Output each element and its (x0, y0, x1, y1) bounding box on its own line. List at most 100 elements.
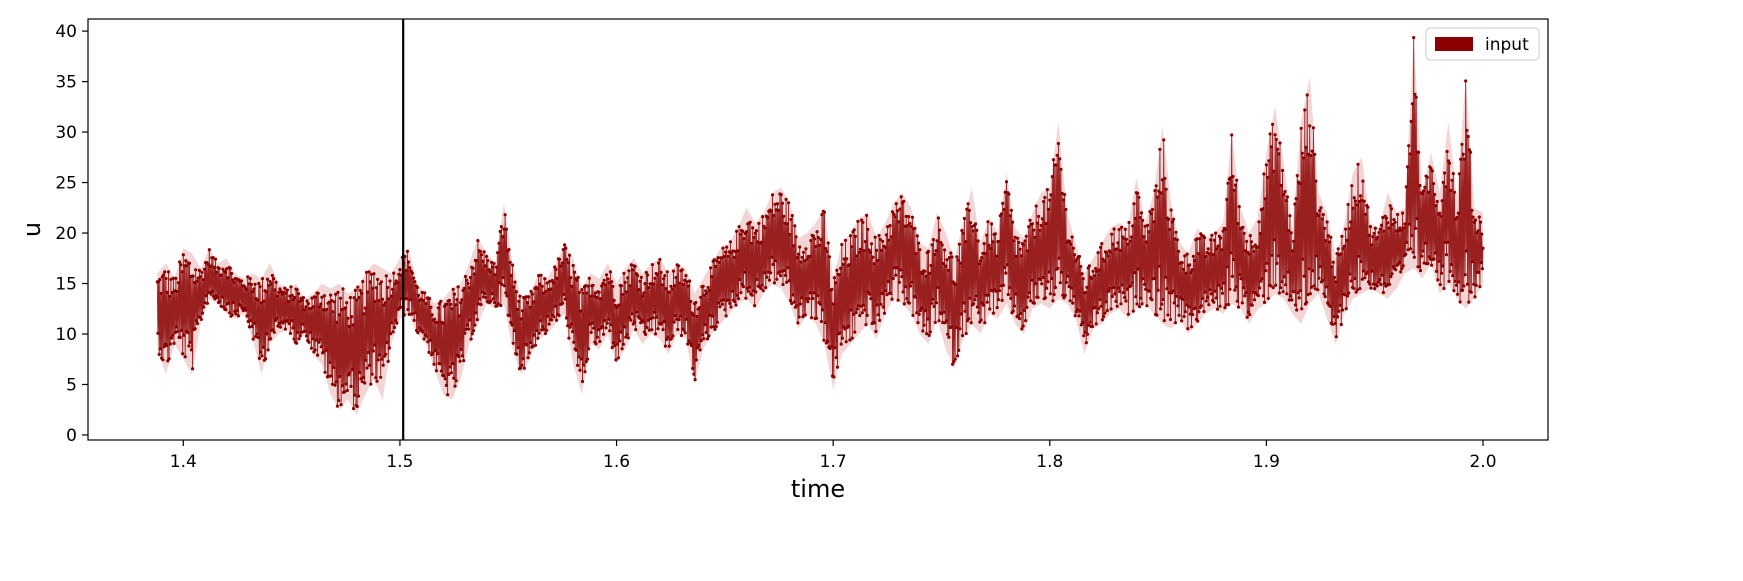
data-point (388, 279, 392, 283)
data-point (1044, 222, 1048, 226)
data-point (841, 262, 845, 267)
data-point (941, 261, 945, 266)
data-point (951, 362, 955, 366)
data-point (413, 280, 417, 284)
data-point (1090, 324, 1095, 329)
data-point (1461, 152, 1465, 156)
data-point (515, 352, 519, 356)
data-point (860, 311, 864, 315)
data-point (924, 274, 928, 278)
data-point (578, 368, 582, 372)
data-point (787, 201, 791, 205)
data-point (1080, 272, 1084, 276)
data-point (1097, 268, 1101, 272)
data-point (858, 247, 863, 251)
data-point (1226, 181, 1230, 185)
data-point (981, 251, 985, 255)
data-point (697, 306, 702, 310)
data-point (356, 285, 360, 289)
data-point (1091, 269, 1095, 273)
data-point (1211, 253, 1215, 257)
data-point (1356, 162, 1360, 166)
data-point (1357, 199, 1361, 204)
data-point (945, 258, 949, 262)
data-point (709, 266, 713, 270)
data-point (257, 281, 261, 286)
data-point (1033, 235, 1037, 239)
data-point (225, 267, 229, 271)
data-point (1057, 256, 1061, 260)
data-point (1433, 251, 1437, 255)
data-point (812, 291, 816, 295)
data-point (819, 237, 823, 242)
data-point (1351, 206, 1355, 210)
data-point (623, 280, 627, 284)
data-point (277, 321, 281, 325)
data-point (734, 303, 738, 307)
data-point (351, 323, 355, 327)
data-point (1058, 281, 1062, 285)
data-point (1154, 184, 1158, 188)
data-point (829, 345, 833, 349)
data-point (1167, 217, 1171, 221)
data-point (946, 268, 950, 272)
data-point (223, 270, 227, 274)
data-point (246, 275, 250, 279)
data-point (369, 382, 373, 386)
data-point (348, 295, 352, 300)
data-point (1334, 335, 1338, 339)
data-point (1120, 283, 1124, 287)
data-point (1111, 242, 1115, 246)
data-point (356, 394, 361, 398)
data-point (182, 264, 187, 268)
data-point (1368, 225, 1372, 229)
data-point (462, 286, 466, 290)
data-point (601, 281, 605, 286)
data-point (196, 276, 200, 280)
data-point (908, 284, 913, 288)
data-point (1011, 309, 1015, 313)
data-point (244, 288, 248, 292)
data-point (1183, 310, 1187, 314)
data-point (1056, 141, 1060, 146)
data-point (1188, 263, 1192, 267)
data-point (395, 321, 399, 325)
data-point (431, 351, 435, 355)
data-point (899, 195, 903, 199)
data-point (1310, 149, 1314, 153)
data-point (1233, 288, 1237, 292)
data-point (1329, 235, 1333, 239)
data-point (379, 280, 383, 284)
data-point (764, 285, 768, 290)
data-point (759, 286, 763, 290)
data-point (481, 259, 485, 263)
data-point (1391, 222, 1395, 226)
data-point (579, 309, 583, 313)
data-point (297, 337, 301, 341)
data-point (918, 248, 922, 252)
data-point (1095, 311, 1099, 315)
data-point (479, 303, 483, 307)
data-point (1145, 304, 1149, 308)
data-point (1308, 124, 1312, 128)
data-point (1063, 293, 1067, 297)
data-point (1284, 199, 1288, 203)
data-point (452, 292, 456, 296)
data-point (358, 370, 362, 375)
data-point (1313, 152, 1317, 156)
data-point (1436, 278, 1440, 282)
data-point (1225, 265, 1229, 269)
data-point (814, 316, 819, 320)
data-point (482, 250, 486, 254)
data-point (1313, 287, 1317, 291)
legend-box (1425, 27, 1540, 61)
data-point (878, 237, 882, 241)
data-point (545, 328, 549, 332)
data-point (406, 308, 410, 312)
data-point (307, 340, 311, 344)
data-point (904, 214, 908, 218)
data-point (1032, 228, 1036, 232)
data-point (546, 288, 551, 292)
data-point (525, 343, 529, 347)
data-point (269, 337, 273, 341)
